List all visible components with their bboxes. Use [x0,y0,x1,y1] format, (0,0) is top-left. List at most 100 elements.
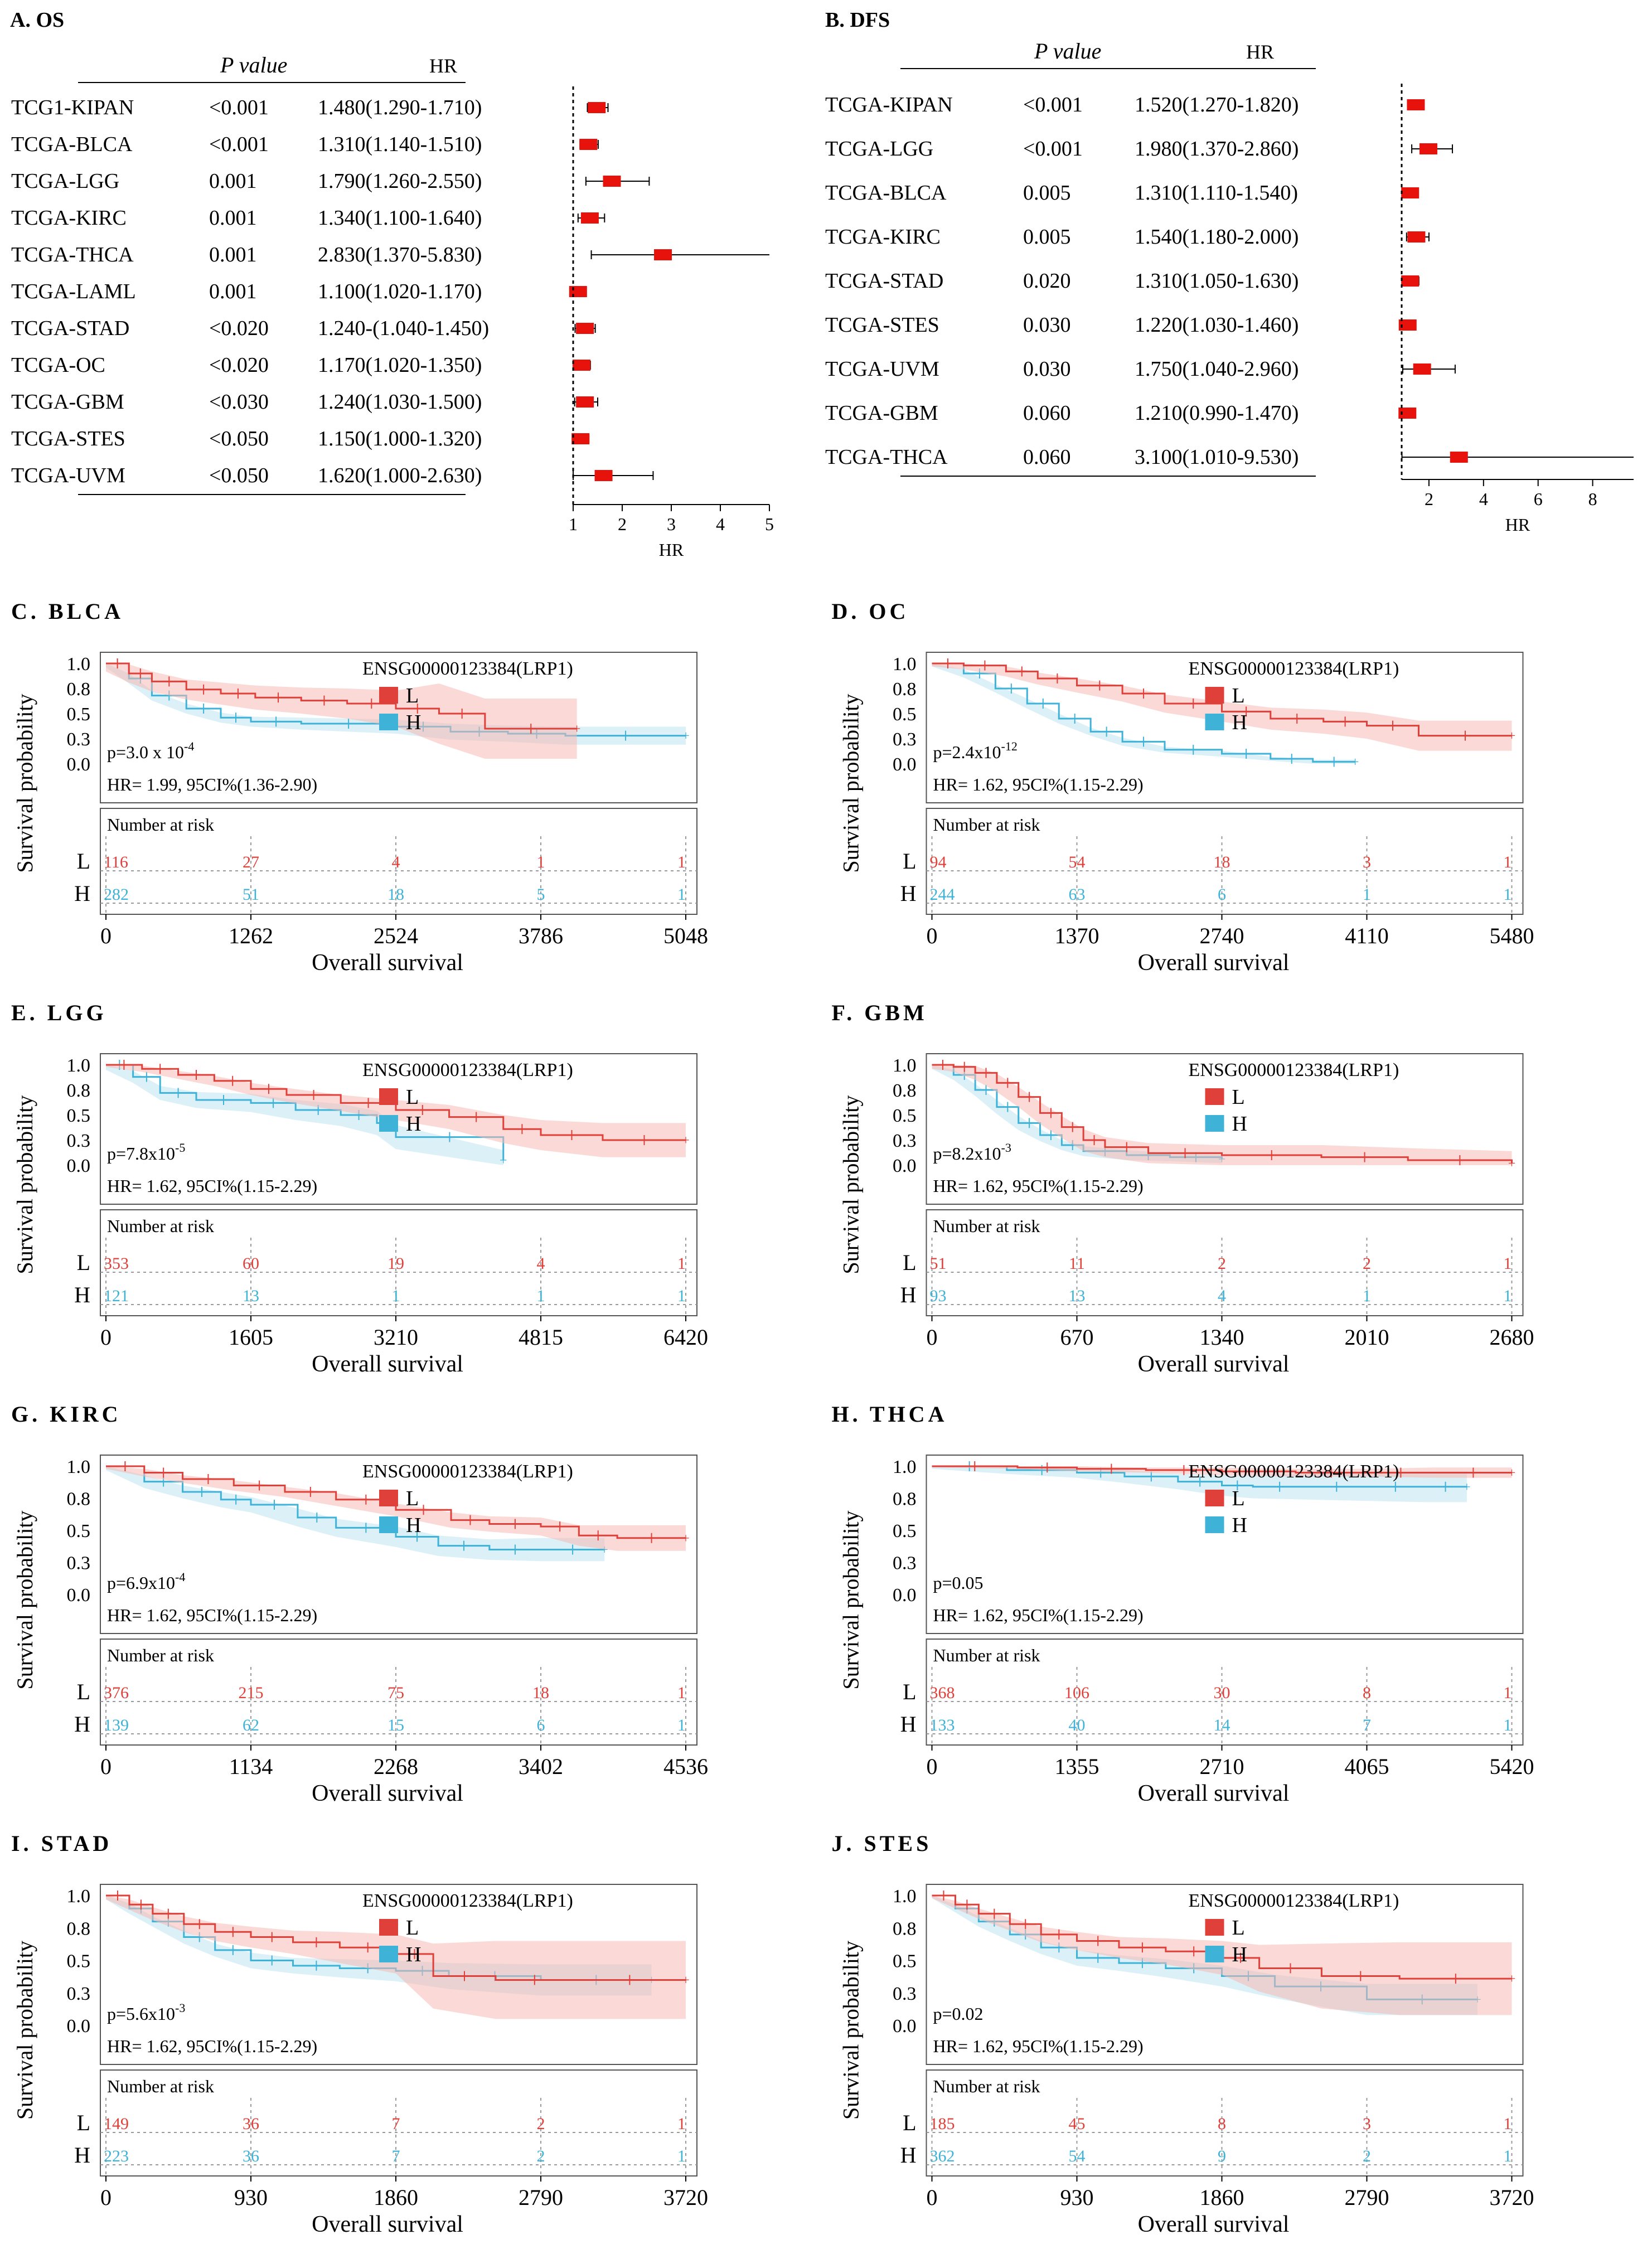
y-tick-label: 0.0 [893,754,917,775]
risk-count-high: 1 [1504,1287,1512,1305]
legend-low-label: L [406,1916,419,1940]
hr-marker [580,212,599,224]
y-tick-label: 0.8 [67,1918,91,1939]
risk-count-high: 1 [1363,885,1371,904]
y-axis-label: Survival probability [12,1095,37,1274]
y-tick-label: 0.0 [893,2016,917,2037]
x-tick-label: 5 [765,514,774,534]
y-tick-label: 1.0 [67,1886,91,1907]
risk-row-label-low: L [903,2110,916,2135]
p-value-exponent: -12 [1001,739,1018,753]
hr-text: HR= 1.62, 95CI%(1.15-2.29) [107,1605,317,1625]
x-tick-label: 930 [1060,2185,1094,2210]
p-value-exponent: -5 [175,1141,185,1155]
risk-count-low: 94 [930,853,947,871]
panel-title: D. OC [832,599,909,624]
study-name: TCGA-THCA [11,243,134,266]
risk-count-low: 106 [1064,1684,1089,1702]
km-panel-stes: J. STES Survival probability 1.0 0.8 0.5 0.3 0… [832,1831,1534,2237]
y-axis-label: Survival probability [12,694,37,872]
risk-count-high: 2 [537,2147,545,2165]
x-tick-label: 4065 [1345,1754,1389,1779]
risk-row-label-high: H [900,881,917,906]
hr-marker [1450,452,1468,463]
p-value: 0.020 [1023,269,1071,293]
y-tick-label: 1.0 [893,654,917,675]
hr-ci: 1.520(1.270-1.820) [1135,93,1299,117]
km-panel-thca: H. THCA Survival probability 1.0 0.8 0.5 0.3 0… [832,1402,1534,1806]
gene-label: ENSG00000123384(LRP1) [362,658,573,679]
legend-high-label: H [406,711,421,734]
x-tick-label: 2680 [1490,1325,1534,1350]
low-group-end-mark: + [1508,1156,1516,1171]
y-axis-label: Survival probability [839,1941,864,2120]
x-tick-label: 0 [927,1754,938,1779]
x-tick-label: 2790 [1345,2185,1389,2210]
col-header-hr: HR [429,55,457,77]
study-name: TCGA-LGG [825,137,933,161]
x-tick-label: 0 [100,923,112,948]
low-group-ci-band [932,1065,1512,1165]
risk-count-low: 8 [1363,1684,1371,1702]
hr-ci: 1.210(0.990-1.470) [1135,401,1299,425]
p-value: 0.001 [209,169,257,193]
p-value-exponent: -4 [184,739,194,753]
risk-count-high: 54 [1069,2147,1086,2165]
y-tick-label: 1.0 [67,1055,91,1076]
legend-low-label: L [406,1487,419,1510]
risk-count-low: 7 [392,2115,400,2133]
y-tick-label: 0.0 [67,1585,91,1606]
risk-row-label-high: H [74,1712,90,1737]
x-tick-label: 5480 [1490,923,1534,948]
high-group-end-mark: + [682,729,690,744]
x-tick-label: 1 [569,514,578,534]
p-value: 0.001 [209,280,257,303]
risk-count-low: 30 [1214,1684,1230,1702]
risk-count-high: 7 [1363,1716,1371,1734]
x-tick-label: 4 [716,514,725,534]
y-axis-label: Survival probability [839,1510,864,1689]
legend-low-label: L [1232,1487,1245,1510]
risk-row-label-low: L [903,849,916,874]
risk-row-label-high: H [900,1712,917,1737]
risk-table-title: Number at risk [107,1216,214,1236]
p-value: <0.050 [209,464,269,487]
p-value-text: p=5.6x10-3 [107,2001,185,2024]
hr-ci: 1.240-(1.040-1.450) [318,317,489,340]
x-axis-label: Overall survival [312,2212,463,2237]
risk-row-label-high: H [74,2142,90,2168]
hr-marker [579,139,598,150]
risk-count-high: 139 [104,1716,129,1734]
risk-row-label-high: H [74,881,90,906]
risk-table-title: Number at risk [933,815,1040,835]
legend-low-swatch [379,1490,398,1506]
legend-high-swatch [379,1516,398,1533]
hr-marker [569,286,587,297]
hr-marker [1413,363,1431,375]
panel-title: I. STAD [11,1831,112,1856]
risk-table-frame [100,2069,697,2177]
risk-table-frame [926,1639,1524,1746]
legend-high-label: H [1232,1943,1247,1966]
study-name: TCG1-KIPAN [11,96,134,119]
legend-high-label: H [1232,1112,1247,1136]
x-tick-label: 4 [1479,489,1488,509]
y-tick-label: 0.0 [893,1585,917,1606]
study-name: TCGA-LAML [11,280,136,303]
y-tick-label: 0.3 [893,1553,917,1574]
risk-count-low: 51 [930,1254,947,1273]
x-tick-label: 6420 [663,1325,708,1350]
hr-marker [572,360,590,371]
p-value-text: p=7.8x10-5 [107,1141,185,1164]
p-value: 0.030 [1023,357,1071,381]
risk-table-frame [100,1209,697,1316]
p-value: 0.005 [1023,225,1071,249]
risk-count-low: 2 [537,2115,545,2133]
col-header-hr: HR [1246,41,1274,63]
risk-table-title: Number at risk [933,1216,1040,1236]
gene-label: ENSG00000123384(LRP1) [362,1461,573,1482]
hr-marker [1419,143,1437,154]
x-tick-label: 5420 [1490,1754,1534,1779]
legend-high-label: H [406,1112,421,1136]
y-tick-label: 0.8 [67,1080,91,1101]
